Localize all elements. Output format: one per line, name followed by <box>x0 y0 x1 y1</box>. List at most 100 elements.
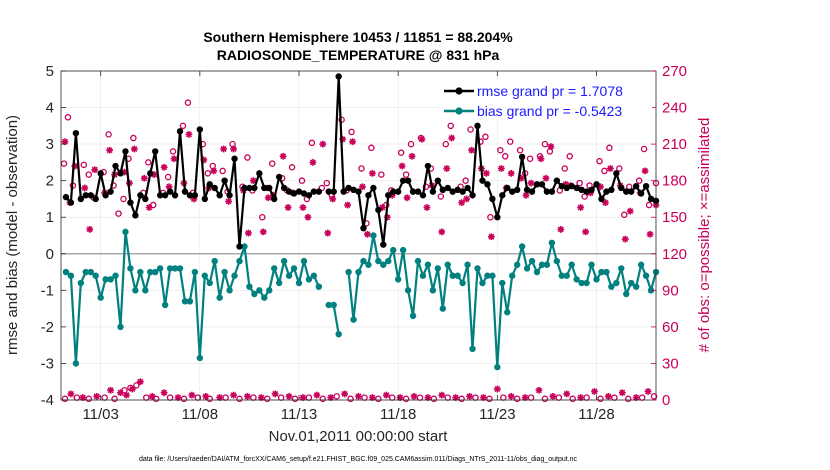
obs-assimilated-stroke <box>498 165 505 172</box>
obs-possible-marker <box>635 177 643 184</box>
bias-point <box>603 268 610 276</box>
bias-point <box>484 272 491 279</box>
obs-assimilated-stroke <box>582 228 589 235</box>
rmse-point <box>553 177 561 184</box>
bias-point <box>414 257 422 265</box>
rmse-point <box>494 214 501 221</box>
rmse-point <box>152 148 159 155</box>
obs-assimilated-stroke <box>161 164 168 171</box>
rmse-point <box>608 186 615 194</box>
obs-assimilated-marker <box>299 204 307 211</box>
bias-point <box>87 268 94 276</box>
obs-assimilated-marker <box>210 167 218 175</box>
obs-possible-marker <box>358 165 365 172</box>
obs-assimilated-stroke <box>418 136 425 143</box>
rmse-point <box>176 128 184 135</box>
obs-assimilated-marker <box>644 388 652 395</box>
obs-assimilated-stroke <box>107 387 114 394</box>
obs-possible-marker <box>442 140 450 148</box>
obs-possible-marker <box>268 160 276 167</box>
bias-point <box>176 265 184 272</box>
obs-possible-marker <box>430 395 438 403</box>
y-tick-label: 1 <box>46 209 54 226</box>
rmse-point <box>67 199 75 206</box>
legend-bias-marker <box>455 107 463 115</box>
rmse-point <box>236 243 243 250</box>
rmse-point <box>434 177 442 184</box>
rmse-point <box>593 181 600 188</box>
rmse-point <box>489 195 496 203</box>
bias-point <box>221 268 228 276</box>
rmse-point <box>385 192 392 199</box>
rmse-point <box>285 188 293 195</box>
obs-possible-marker <box>133 382 140 389</box>
rmse-point <box>246 184 253 192</box>
obs-assimilated-stroke <box>309 159 316 166</box>
bias-point <box>107 276 114 283</box>
bias-point <box>499 279 506 287</box>
bias-point <box>300 257 308 265</box>
obs-assimilated-stroke <box>81 184 88 191</box>
rmse-point <box>201 195 208 203</box>
rmse-point <box>82 192 89 199</box>
rmse-point <box>62 193 70 201</box>
obs-assimilated-stroke <box>383 392 390 399</box>
obs-assimilated-marker <box>468 146 475 154</box>
chart-subtitle: RADIOSONDE_TEMPERATURE @ 831 hPa <box>217 47 500 63</box>
obs-assimilated-marker <box>537 155 545 163</box>
bias-point <box>548 239 556 247</box>
obs-assimilated-marker <box>605 392 612 400</box>
obs-possible-marker <box>437 193 445 200</box>
bias-point <box>623 290 630 298</box>
bias-point <box>161 301 169 309</box>
legend-box <box>440 80 652 120</box>
obs-possible-marker <box>375 395 382 403</box>
bias-point <box>97 294 104 301</box>
obs-assimilated-marker <box>249 177 257 185</box>
y2-tick-label: 30 <box>662 355 679 372</box>
obs-assimilated-stroke <box>61 138 68 145</box>
obs-assimilated-stroke <box>230 145 237 152</box>
obs-assimilated-marker <box>264 194 272 202</box>
rmse-point <box>231 155 238 162</box>
rmse-point <box>271 195 278 203</box>
obs-assimilated-marker <box>621 235 629 243</box>
obs-assimilated-stroke <box>344 202 351 209</box>
obs-assimilated-marker <box>285 392 293 400</box>
obs-assimilated-marker <box>230 145 237 153</box>
obs-assimilated-marker <box>368 169 376 177</box>
bias-point <box>166 265 174 272</box>
obs-possible-marker <box>288 164 296 171</box>
obs-possible-marker <box>179 122 187 130</box>
rmse-point <box>399 177 407 184</box>
obs-assimilated-marker <box>91 166 99 174</box>
obs-assimilated-marker <box>188 391 196 399</box>
obs-assimilated-marker <box>185 130 193 138</box>
rmse-point <box>340 188 347 195</box>
obs-possible-marker <box>219 167 226 175</box>
obs-assimilated-marker <box>408 152 416 160</box>
obs-assimilated-marker <box>117 389 124 397</box>
obs-assimilated-marker <box>67 390 75 398</box>
obs-assimilated-marker <box>81 184 89 192</box>
obs-assimilated-stroke <box>86 226 93 233</box>
obs-assimilated-marker <box>626 207 634 215</box>
bias-point <box>330 301 337 309</box>
obs-assimilated-stroke <box>535 387 542 394</box>
y-tick-label: 2 <box>46 173 54 190</box>
rmse-series <box>62 73 660 250</box>
y-tick-label: -3 <box>41 355 54 372</box>
obs-possible-marker <box>513 395 521 403</box>
obs-assimilated-stroke <box>483 170 490 177</box>
rmse-point <box>112 162 119 170</box>
obs-possible-marker <box>506 138 514 145</box>
obs-assimilated-marker <box>284 204 292 211</box>
bias-point <box>494 363 501 371</box>
bias-point <box>385 257 392 265</box>
rmse-point <box>355 188 362 195</box>
bias-point <box>370 232 377 239</box>
obs-assimilated-stroke <box>313 392 320 399</box>
obs-possible-marker <box>120 195 127 203</box>
obs-assimilated-marker <box>304 213 312 221</box>
rmse-point <box>147 170 154 177</box>
